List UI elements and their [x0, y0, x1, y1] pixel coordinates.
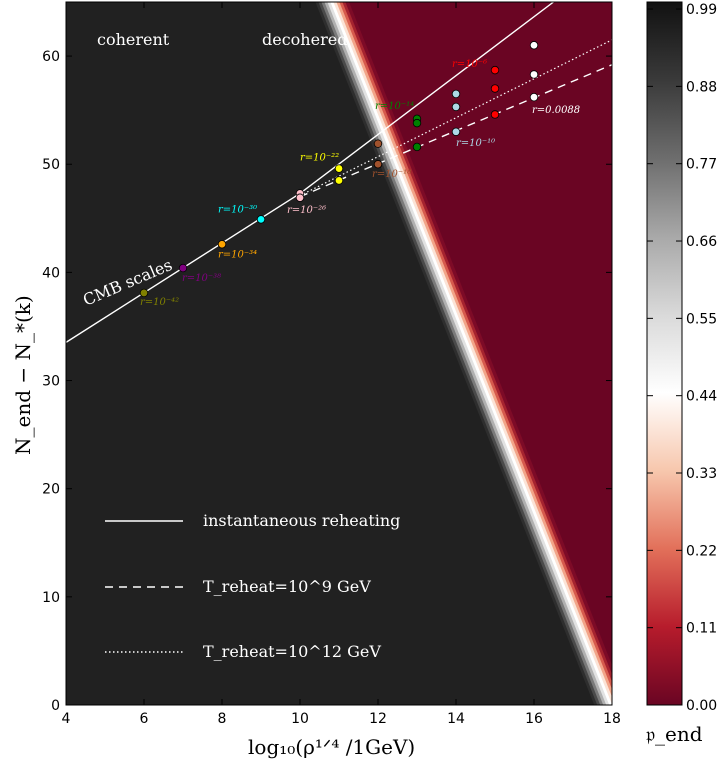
data-point	[412, 118, 422, 128]
point-label: r=10⁻¹⁴	[375, 101, 414, 112]
colorbar-tick-label: 0.22	[686, 543, 717, 559]
y-tick-label: 50	[42, 157, 60, 173]
colorbar-tick-label: 0.55	[686, 311, 717, 327]
x-tick-label: 6	[140, 711, 149, 727]
y-axis: 0 10 20 30 40 50 60	[42, 49, 612, 714]
colorbar-tick-label: 0.88	[686, 79, 717, 95]
colorbar-tick-label: 0.33	[686, 466, 717, 482]
band-stripe	[321, 2, 604, 705]
x-tick-label: 4	[62, 711, 71, 727]
data-point	[490, 65, 500, 75]
legend-dotted-label: T_reheat=10^12 GeV	[203, 642, 381, 661]
y-tick-label: 20	[42, 482, 60, 498]
band-stripe	[330, 2, 612, 705]
point-label: r=10⁻³⁰	[218, 204, 257, 215]
point-label: r=10⁻³⁴	[218, 249, 257, 260]
x-axis-label: log₁₀(ρ¹ᐟ⁴ /1GeV)	[248, 735, 415, 759]
colorbar-gradient	[646, 1, 683, 706]
colorbar-tick-label: 0.00	[686, 698, 717, 714]
x-axis: 4 6 8 10 12 14 16 18	[62, 2, 621, 727]
data-point	[490, 84, 500, 93]
points-layer	[139, 41, 539, 298]
data-point	[529, 70, 539, 79]
point-label: r=10⁻²²	[300, 153, 339, 164]
data-point	[295, 193, 305, 202]
band-stripe	[333, 2, 612, 705]
point-label: r=10⁻¹⁸	[372, 169, 411, 180]
data-point	[373, 160, 383, 169]
data-point	[217, 240, 227, 249]
y-tick-label: 30	[42, 374, 60, 390]
colorbar-label: 𝔭_end	[646, 722, 703, 746]
x-tick-label: 14	[447, 711, 465, 727]
data-point	[451, 127, 461, 136]
data-point	[529, 41, 539, 50]
x-tick-label: 10	[291, 711, 309, 727]
y-tick-label: 60	[42, 49, 60, 65]
annotation-layer: r=10⁻⁴² r=10⁻³⁸ r=10⁻³⁴ r=10⁻³⁰ r=10⁻²⁶ r=10⁻…	[140, 59, 580, 308]
legend-solid-label: instantaneous reheating	[203, 511, 400, 530]
colorbar-tick-label: 0.77	[686, 157, 717, 173]
band-stripe	[339, 2, 612, 690]
x-tick-label: 8	[218, 711, 227, 727]
data-point	[178, 263, 188, 273]
point-label: r=10⁻⁶	[452, 59, 487, 70]
colorbar-ticks: 0.00 0.11 0.22 0.33 0.44 0.55 0.66 0.77 0.88 0.99	[647, 2, 717, 714]
data-point	[256, 215, 266, 224]
colorbar-tick-label: 0.99	[686, 2, 717, 18]
point-label: r=10⁻²⁶	[287, 205, 326, 216]
data-point	[334, 164, 344, 173]
colorbar: 0.00 0.11 0.22 0.33 0.44 0.55 0.66 0.77 0.88 0.99…	[646, 1, 717, 746]
data-point	[373, 139, 383, 148]
y-tick-label: 0	[51, 698, 60, 714]
colorbar-tick-label: 0.44	[686, 389, 717, 405]
data-point	[529, 92, 539, 102]
data-point	[451, 102, 461, 112]
plot-frame	[65, 1, 613, 706]
band-stripe	[342, 2, 612, 682]
data-point	[451, 89, 461, 99]
x-tick-label: 18	[603, 711, 621, 727]
band-stripe	[318, 2, 601, 705]
colorbar-tick-label: 0.11	[686, 621, 717, 637]
band-stripe	[324, 2, 607, 705]
band-stripe	[345, 2, 612, 675]
coherent-label: coherent	[97, 30, 170, 49]
point-label: r=10⁻⁴²	[140, 297, 179, 308]
band-stripe	[327, 2, 610, 705]
data-point	[412, 142, 422, 152]
x-tick-label: 16	[525, 711, 543, 727]
plot-area: r=10⁻⁴² r=10⁻³⁸ r=10⁻³⁴ r=10⁻³⁰ r=10⁻²⁶ r=10⁻…	[66, 2, 612, 705]
data-point	[334, 176, 344, 185]
band-stripe	[315, 2, 598, 705]
data-point	[490, 110, 500, 119]
x-tick-label: 12	[369, 711, 387, 727]
point-label: r=10⁻³⁸	[182, 273, 221, 284]
band-stripe	[336, 2, 612, 697]
transition-band	[315, 2, 612, 705]
point-label: r=10⁻¹⁰	[456, 138, 495, 149]
legend-dashed-label: T_reheat=10^9 GeV	[203, 577, 371, 596]
y-tick-label: 10	[42, 590, 60, 606]
colorbar-tick-label: 0.66	[686, 234, 717, 250]
legend: instantaneous reheating T_reheat=10^9 Ge…	[105, 511, 400, 661]
decohered-label: decohered	[262, 30, 347, 49]
y-axis-label: N_end − N_*(k)	[11, 295, 35, 455]
point-label: r=0.0088	[532, 105, 580, 116]
y-tick-label: 40	[42, 265, 60, 281]
data-point	[139, 288, 149, 298]
